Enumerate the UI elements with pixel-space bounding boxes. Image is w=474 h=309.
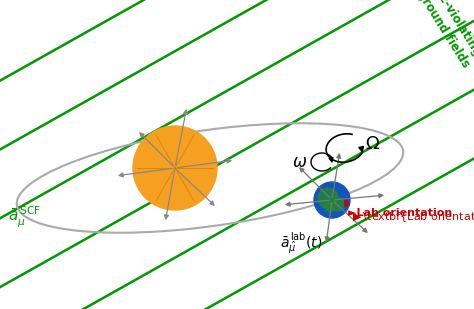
- Text: $\bar{a}_{\hat{\mu}}^{\,\mathrm{lab}}(t)$: $\bar{a}_{\hat{\mu}}^{\,\mathrm{lab}}(t)…: [280, 231, 322, 256]
- Text: $\bar{a}_{\mu}^{\,\mathrm{SCF}}$: $\bar{a}_{\mu}^{\,\mathrm{SCF}}$: [8, 205, 41, 231]
- Text: Lorentz-violating
background fields: Lorentz-violating background fields: [399, 0, 474, 70]
- Circle shape: [318, 188, 338, 208]
- Circle shape: [330, 197, 344, 211]
- Circle shape: [325, 202, 335, 212]
- Circle shape: [133, 126, 217, 210]
- Text: $\Omega$: $\Omega$: [365, 135, 380, 153]
- Text: $\omega$: $\omega$: [292, 154, 307, 171]
- Text: $\blacktriangleright$\textbf{Lab orientation}: $\blacktriangleright$\textbf{Lab orienta…: [350, 210, 474, 224]
- Text: ►Lab orientation: ►Lab orientation: [348, 208, 452, 218]
- Circle shape: [314, 182, 350, 218]
